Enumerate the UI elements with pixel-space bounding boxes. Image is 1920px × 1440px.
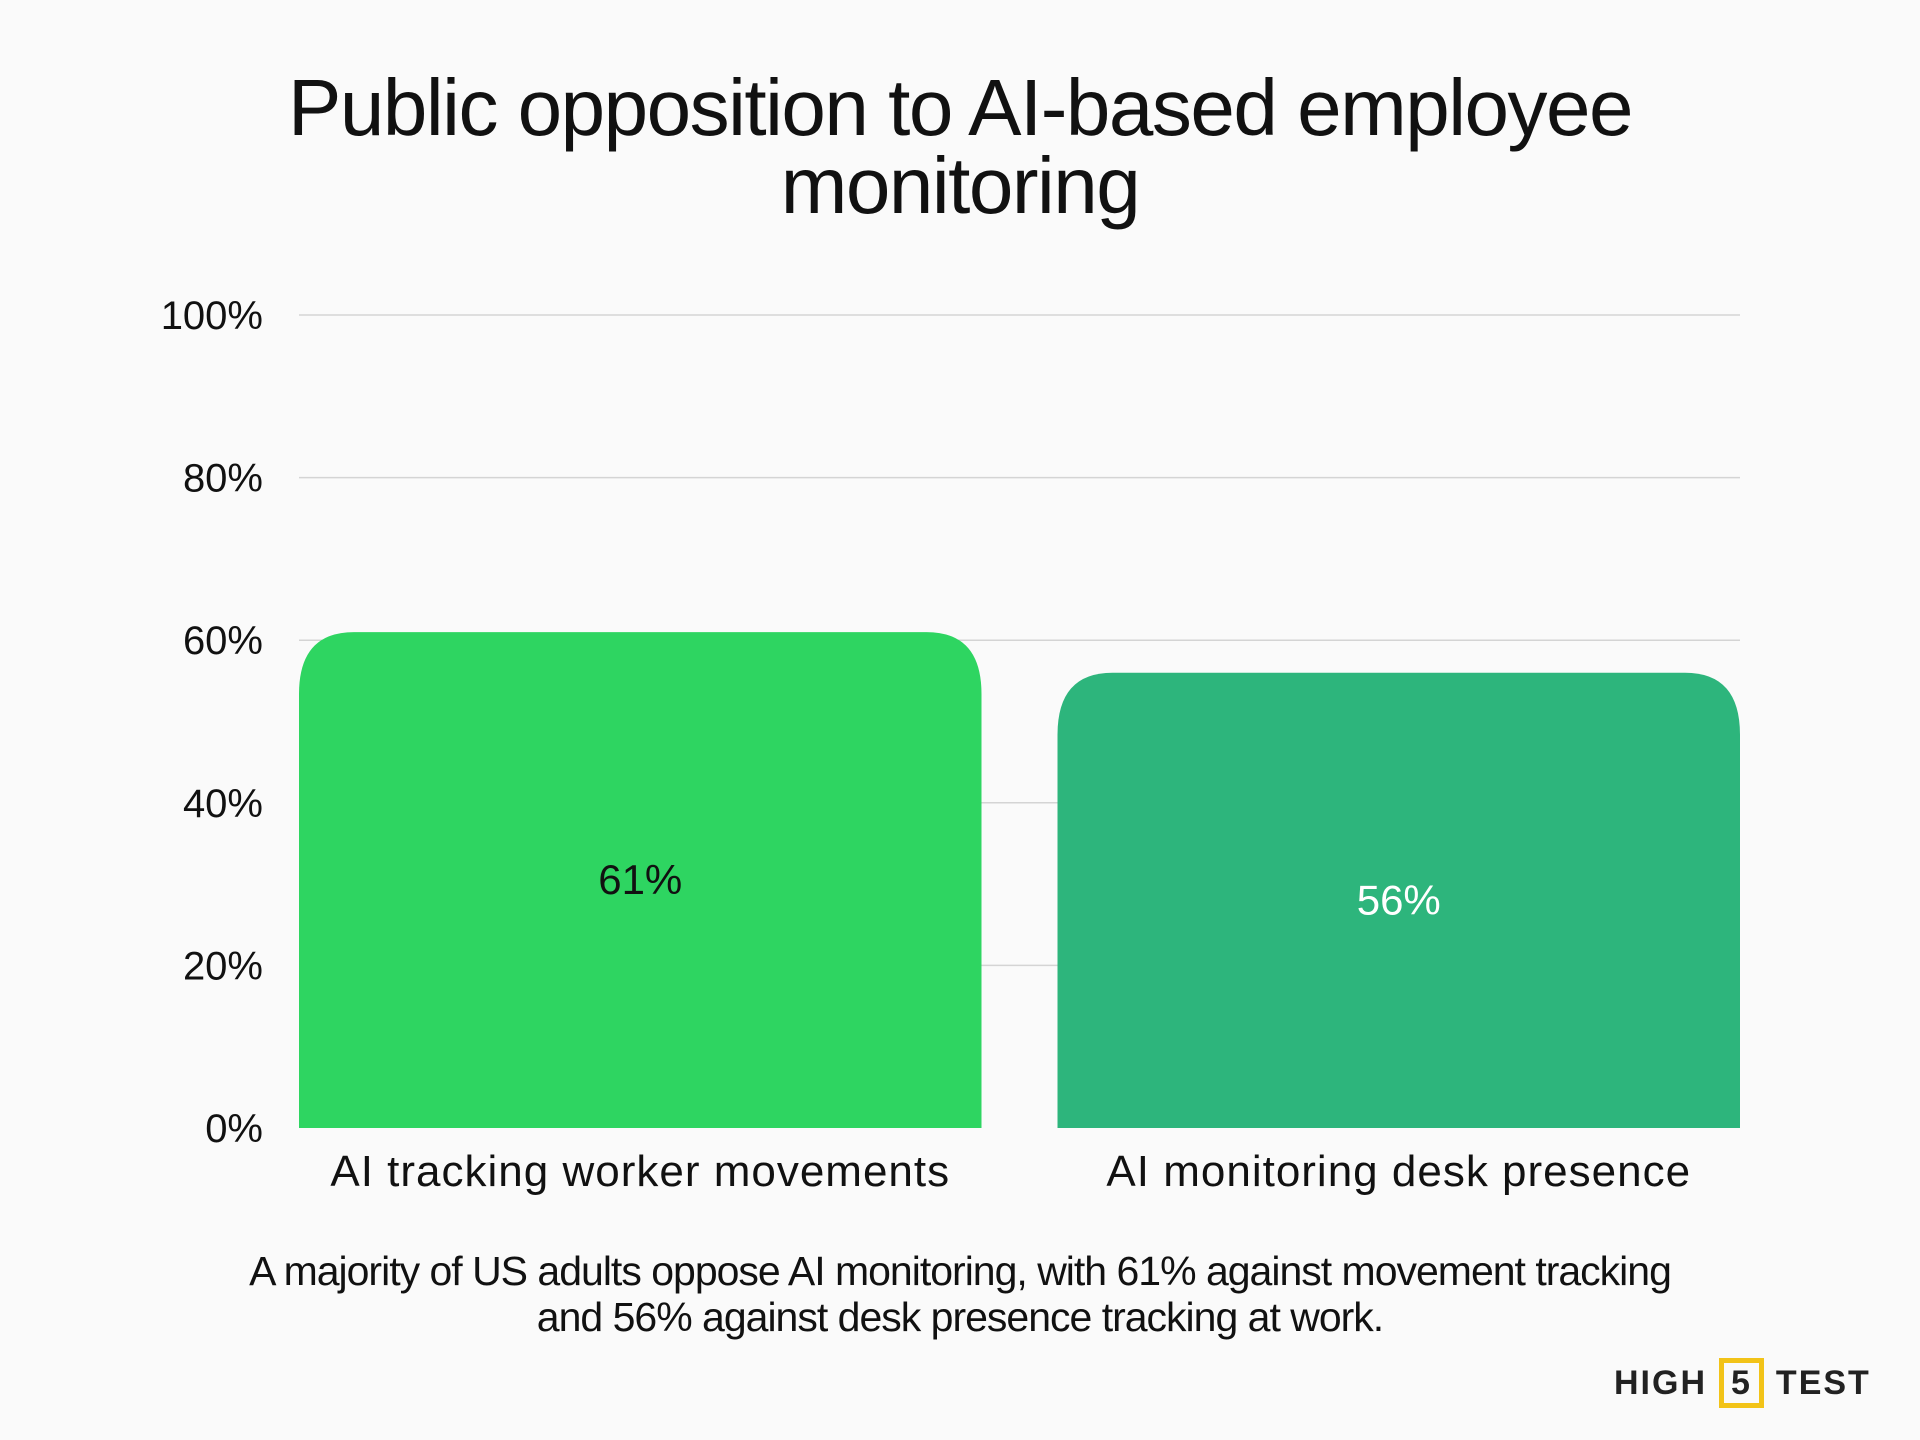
logo-text-high: HIGH bbox=[1614, 1363, 1707, 1402]
logo-text-5: 5 bbox=[1719, 1358, 1764, 1408]
y-tick-label: 80% bbox=[183, 457, 263, 501]
bar bbox=[1057, 672, 1740, 1128]
y-tick-label: 100% bbox=[161, 294, 263, 338]
chart-title-line-1: Public opposition to AI-based employee bbox=[288, 63, 1633, 152]
high5test-logo: HIGH 5 TEST bbox=[1614, 1358, 1871, 1408]
bar-data-label: 56% bbox=[1357, 876, 1441, 923]
logo-text-test: TEST bbox=[1775, 1363, 1871, 1402]
y-tick-label: 40% bbox=[183, 782, 263, 826]
x-category-label: AI tracking worker movements bbox=[330, 1147, 950, 1196]
x-category-label: AI monitoring desk presence bbox=[1106, 1147, 1691, 1196]
bar-data-label: 61% bbox=[598, 856, 682, 903]
chart-title-line-2: monitoring bbox=[780, 141, 1141, 230]
y-tick-label: 20% bbox=[183, 944, 263, 988]
chart-caption-line-2: and 56% against desk presence tracking a… bbox=[536, 1294, 1384, 1340]
bar-chart: 0% 20% 40% 60% 80% 100% 61% AI tracking worker … bbox=[161, 294, 1740, 1196]
y-tick-label: 0% bbox=[205, 1107, 263, 1151]
y-tick-label: 60% bbox=[183, 619, 263, 663]
chart-caption-line-1: A majority of US adults oppose AI monito… bbox=[249, 1248, 1672, 1294]
bar bbox=[299, 632, 982, 1128]
